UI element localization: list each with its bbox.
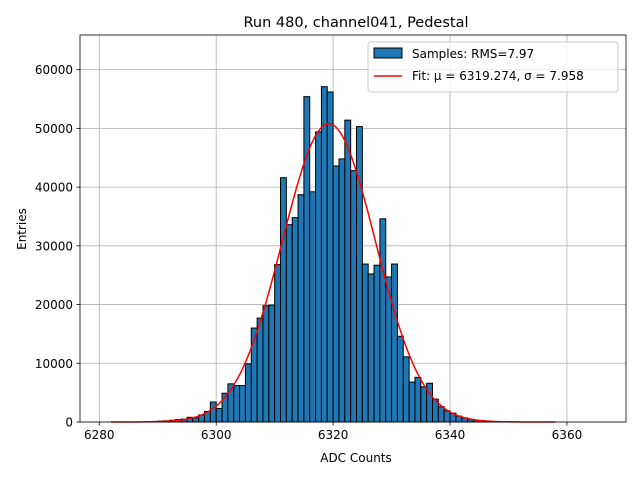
histogram-bar	[392, 264, 398, 422]
histogram-bar	[298, 195, 304, 422]
histogram-bar	[327, 92, 333, 422]
histogram-bar	[216, 408, 222, 422]
histogram-bar	[362, 264, 368, 422]
histogram-bar	[444, 411, 450, 422]
histogram-bar	[281, 178, 287, 422]
x-tick-label: 6300	[201, 428, 232, 442]
histogram-bar	[292, 218, 298, 422]
x-tick-label: 6320	[318, 428, 349, 442]
histogram-bar	[333, 166, 339, 422]
histogram-bar	[368, 274, 374, 422]
histogram-bar	[286, 225, 292, 422]
y-tick-label: 60000	[35, 63, 73, 77]
y-axis-label: Entries	[15, 208, 29, 250]
x-tick-label: 6340	[435, 428, 466, 442]
histogram-bar	[310, 192, 316, 422]
legend-label-fit: Fit: μ = 6319.274, σ = 7.958	[412, 69, 584, 83]
histogram-bar	[321, 87, 327, 422]
histogram-bar	[421, 387, 427, 422]
histogram-bar	[251, 328, 257, 422]
histogram-bar	[275, 265, 281, 422]
chart-title: Run 480, channel041, Pedestal	[243, 15, 468, 31]
histogram-bar	[351, 171, 357, 422]
y-tick-label: 50000	[35, 122, 73, 136]
histogram-bar	[427, 383, 433, 422]
y-tick-label: 10000	[35, 357, 73, 371]
histogram-bars	[152, 87, 497, 422]
histogram-bar	[374, 265, 380, 422]
y-axis-ticks: 0 10000 20000 30000 40000 50000 60000	[35, 63, 80, 429]
histogram-bar	[269, 305, 275, 422]
histogram-bar	[415, 377, 421, 422]
histogram-bar	[339, 159, 345, 422]
y-tick-label: 0	[65, 416, 73, 430]
x-tick-label: 6360	[552, 428, 583, 442]
y-tick-label: 40000	[35, 181, 73, 195]
histogram-bar	[438, 407, 444, 422]
legend: Samples: RMS=7.97 Fit: μ = 6319.274, σ =…	[368, 42, 618, 92]
histogram-bar	[409, 382, 415, 422]
histogram-bar	[240, 386, 246, 422]
histogram-bar	[357, 127, 363, 422]
x-axis-ticks: 6280 6300 6320 6340 6360	[84, 422, 582, 442]
histogram-bar	[234, 386, 240, 422]
histogram-bar	[257, 318, 263, 422]
histogram-bar	[263, 306, 269, 422]
histogram-bar	[380, 219, 386, 422]
y-tick-label: 30000	[35, 239, 73, 253]
histogram-bar	[193, 418, 199, 422]
histogram-bar	[345, 120, 351, 422]
y-tick-label: 20000	[35, 298, 73, 312]
histogram-bar	[316, 132, 322, 422]
histogram-bar	[397, 336, 403, 422]
histogram-bar	[210, 402, 216, 422]
histogram-bar	[403, 357, 409, 422]
legend-swatch-samples	[374, 48, 402, 58]
x-tick-label: 6280	[84, 428, 115, 442]
legend-label-samples: Samples: RMS=7.97	[412, 47, 534, 61]
histogram-bar	[304, 97, 310, 422]
x-axis-label: ADC Counts	[320, 451, 392, 465]
histogram-bar	[245, 364, 251, 422]
